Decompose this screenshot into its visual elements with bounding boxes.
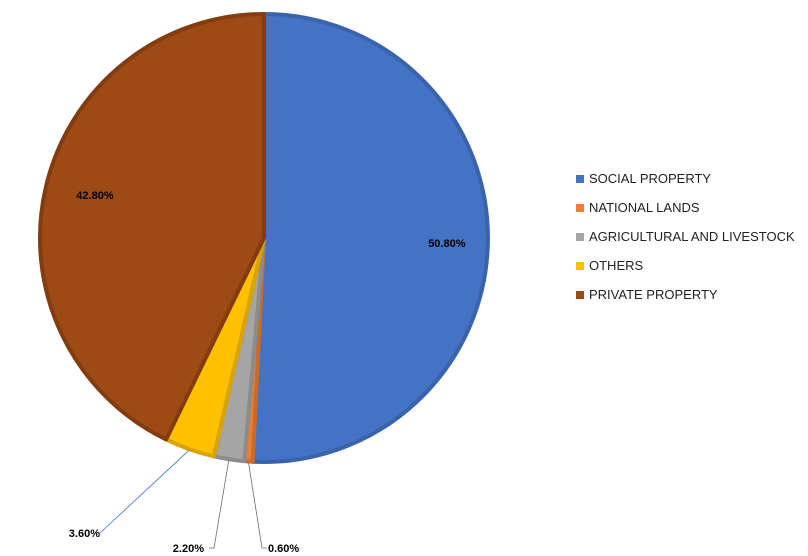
- data-label-national-lands: 0.60%: [268, 543, 299, 555]
- data-label-social-property: 50.80%: [428, 238, 466, 250]
- legend-swatch: [576, 174, 584, 183]
- pie-slices: [38, 12, 490, 464]
- legend-label: SOCIAL PROPERTY: [589, 171, 712, 186]
- legend-item-social-property: SOCIAL PROPERTY: [576, 164, 795, 193]
- legend-label: OTHERS: [589, 258, 644, 273]
- legend-item-others: OTHERS: [576, 251, 795, 280]
- legend-swatch: [576, 261, 584, 270]
- pie-slice-private-property: [38, 12, 266, 442]
- legend-item-agricultural-and-livestock: AGRICULTURAL AND LIVESTOCK: [576, 222, 795, 251]
- legend-label: AGRICULTURAL AND LIVESTOCK: [589, 229, 795, 244]
- leader-line-agricultural-and-livestock: [209, 460, 230, 549]
- legend-swatch: [576, 203, 584, 212]
- legend-swatch: [576, 290, 584, 299]
- legend-item-national-lands: NATIONAL LANDS: [576, 193, 795, 222]
- legend-label: NATIONAL LANDS: [589, 200, 700, 215]
- legend-label: PRIVATE PROPERTY: [589, 287, 718, 302]
- data-labels: 50.80% 0.60% 2.20% 3.60% 42.80%: [69, 190, 466, 555]
- pie-slice-social-property: [250, 12, 490, 464]
- data-label-private-property: 42.80%: [76, 190, 114, 202]
- leader-line-others: [99, 449, 190, 534]
- legend-swatch: [576, 232, 584, 241]
- legend: SOCIAL PROPERTY NATIONAL LANDS AGRICULTURA…: [576, 164, 795, 309]
- leader-lines: [99, 449, 267, 549]
- data-label-others: 3.60%: [69, 528, 100, 540]
- data-label-agricultural-and-livestock: 2.20%: [173, 543, 204, 555]
- legend-item-private-property: PRIVATE PROPERTY: [576, 280, 795, 309]
- leader-line-national-lands: [248, 462, 267, 549]
